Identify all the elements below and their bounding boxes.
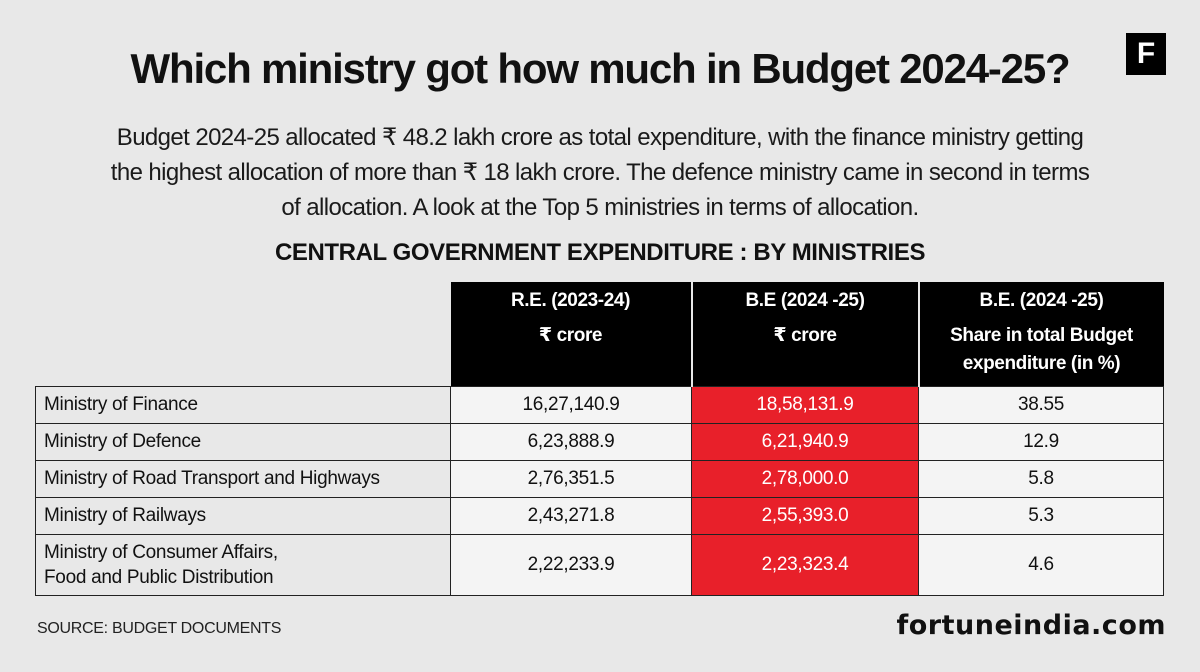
- header-blank: [36, 282, 451, 320]
- table-row: Ministry of Railways 2,43,271.8 2,55,393…: [35, 497, 1164, 535]
- be-value: 2,23,323.4: [691, 534, 919, 596]
- ministry-name: Ministry of Defence: [35, 423, 451, 461]
- re-value: 2,76,351.5: [450, 460, 692, 498]
- table-row: Ministry of Defence 6,23,888.9 6,21,940.…: [35, 423, 1164, 461]
- subheader-re: ₹ crore: [450, 320, 692, 387]
- subheader-blank: [36, 320, 451, 387]
- table-row: Ministry of Finance 16,27,140.9 18,58,13…: [35, 386, 1164, 424]
- share-value: 12.9: [918, 423, 1164, 461]
- re-value: 16,27,140.9: [450, 386, 692, 424]
- re-value: 2,43,271.8: [450, 497, 692, 535]
- ministry-name: Ministry of Consumer Affairs, Food and P…: [35, 534, 451, 596]
- header-share: B.E. (2024 -25): [917, 282, 1164, 320]
- subheader-share: Share in total Budget expenditure (in %): [917, 320, 1164, 387]
- table-row: Ministry of Road Transport and Highways …: [35, 460, 1164, 498]
- share-value: 4.6: [918, 534, 1164, 596]
- share-value: 38.55: [918, 386, 1164, 424]
- re-value: 2,22,233.9: [450, 534, 692, 596]
- share-value: 5.3: [918, 497, 1164, 535]
- re-value: 6,23,888.9: [450, 423, 692, 461]
- be-value: 18,58,131.9: [691, 386, 919, 424]
- table-title: CENTRAL GOVERNMENT EXPENDITURE : BY MINI…: [274, 239, 926, 266]
- ministry-name: Ministry of Railways: [35, 497, 451, 535]
- ministry-name-line1: Ministry of Consumer Affairs,: [44, 542, 278, 563]
- source-note: SOURCE: BUDGET DOCUMENTS: [37, 620, 282, 637]
- be-value: 6,21,940.9: [691, 423, 919, 461]
- fortune-logo: F: [1126, 33, 1166, 75]
- ministry-name: Ministry of Finance: [35, 386, 451, 424]
- share-value: 5.8: [918, 460, 1164, 498]
- header-re: R.E. (2023-24): [450, 282, 692, 320]
- table-row: Ministry of Consumer Affairs, Food and P…: [35, 534, 1164, 596]
- page-title: Which ministry got how much in Budget 20…: [130, 45, 1071, 92]
- be-value: 2,55,393.0: [691, 497, 919, 535]
- site-url: fortuneindia.com: [896, 610, 1166, 641]
- header-be: B.E (2024 -25): [690, 282, 919, 320]
- be-value: 2,78,000.0: [691, 460, 919, 498]
- subheader-be: ₹ crore: [690, 320, 919, 387]
- expenditure-table: R.E. (2023-24) B.E (2024 -25) B.E. (2024…: [35, 282, 1164, 596]
- ministry-name-line2: Food and Public Distribution: [44, 567, 274, 588]
- intro-text: Budget 2024-25 allocated ₹ 48.2 lakh cro…: [110, 124, 1090, 221]
- ministry-name: Ministry of Road Transport and Highways: [35, 460, 451, 498]
